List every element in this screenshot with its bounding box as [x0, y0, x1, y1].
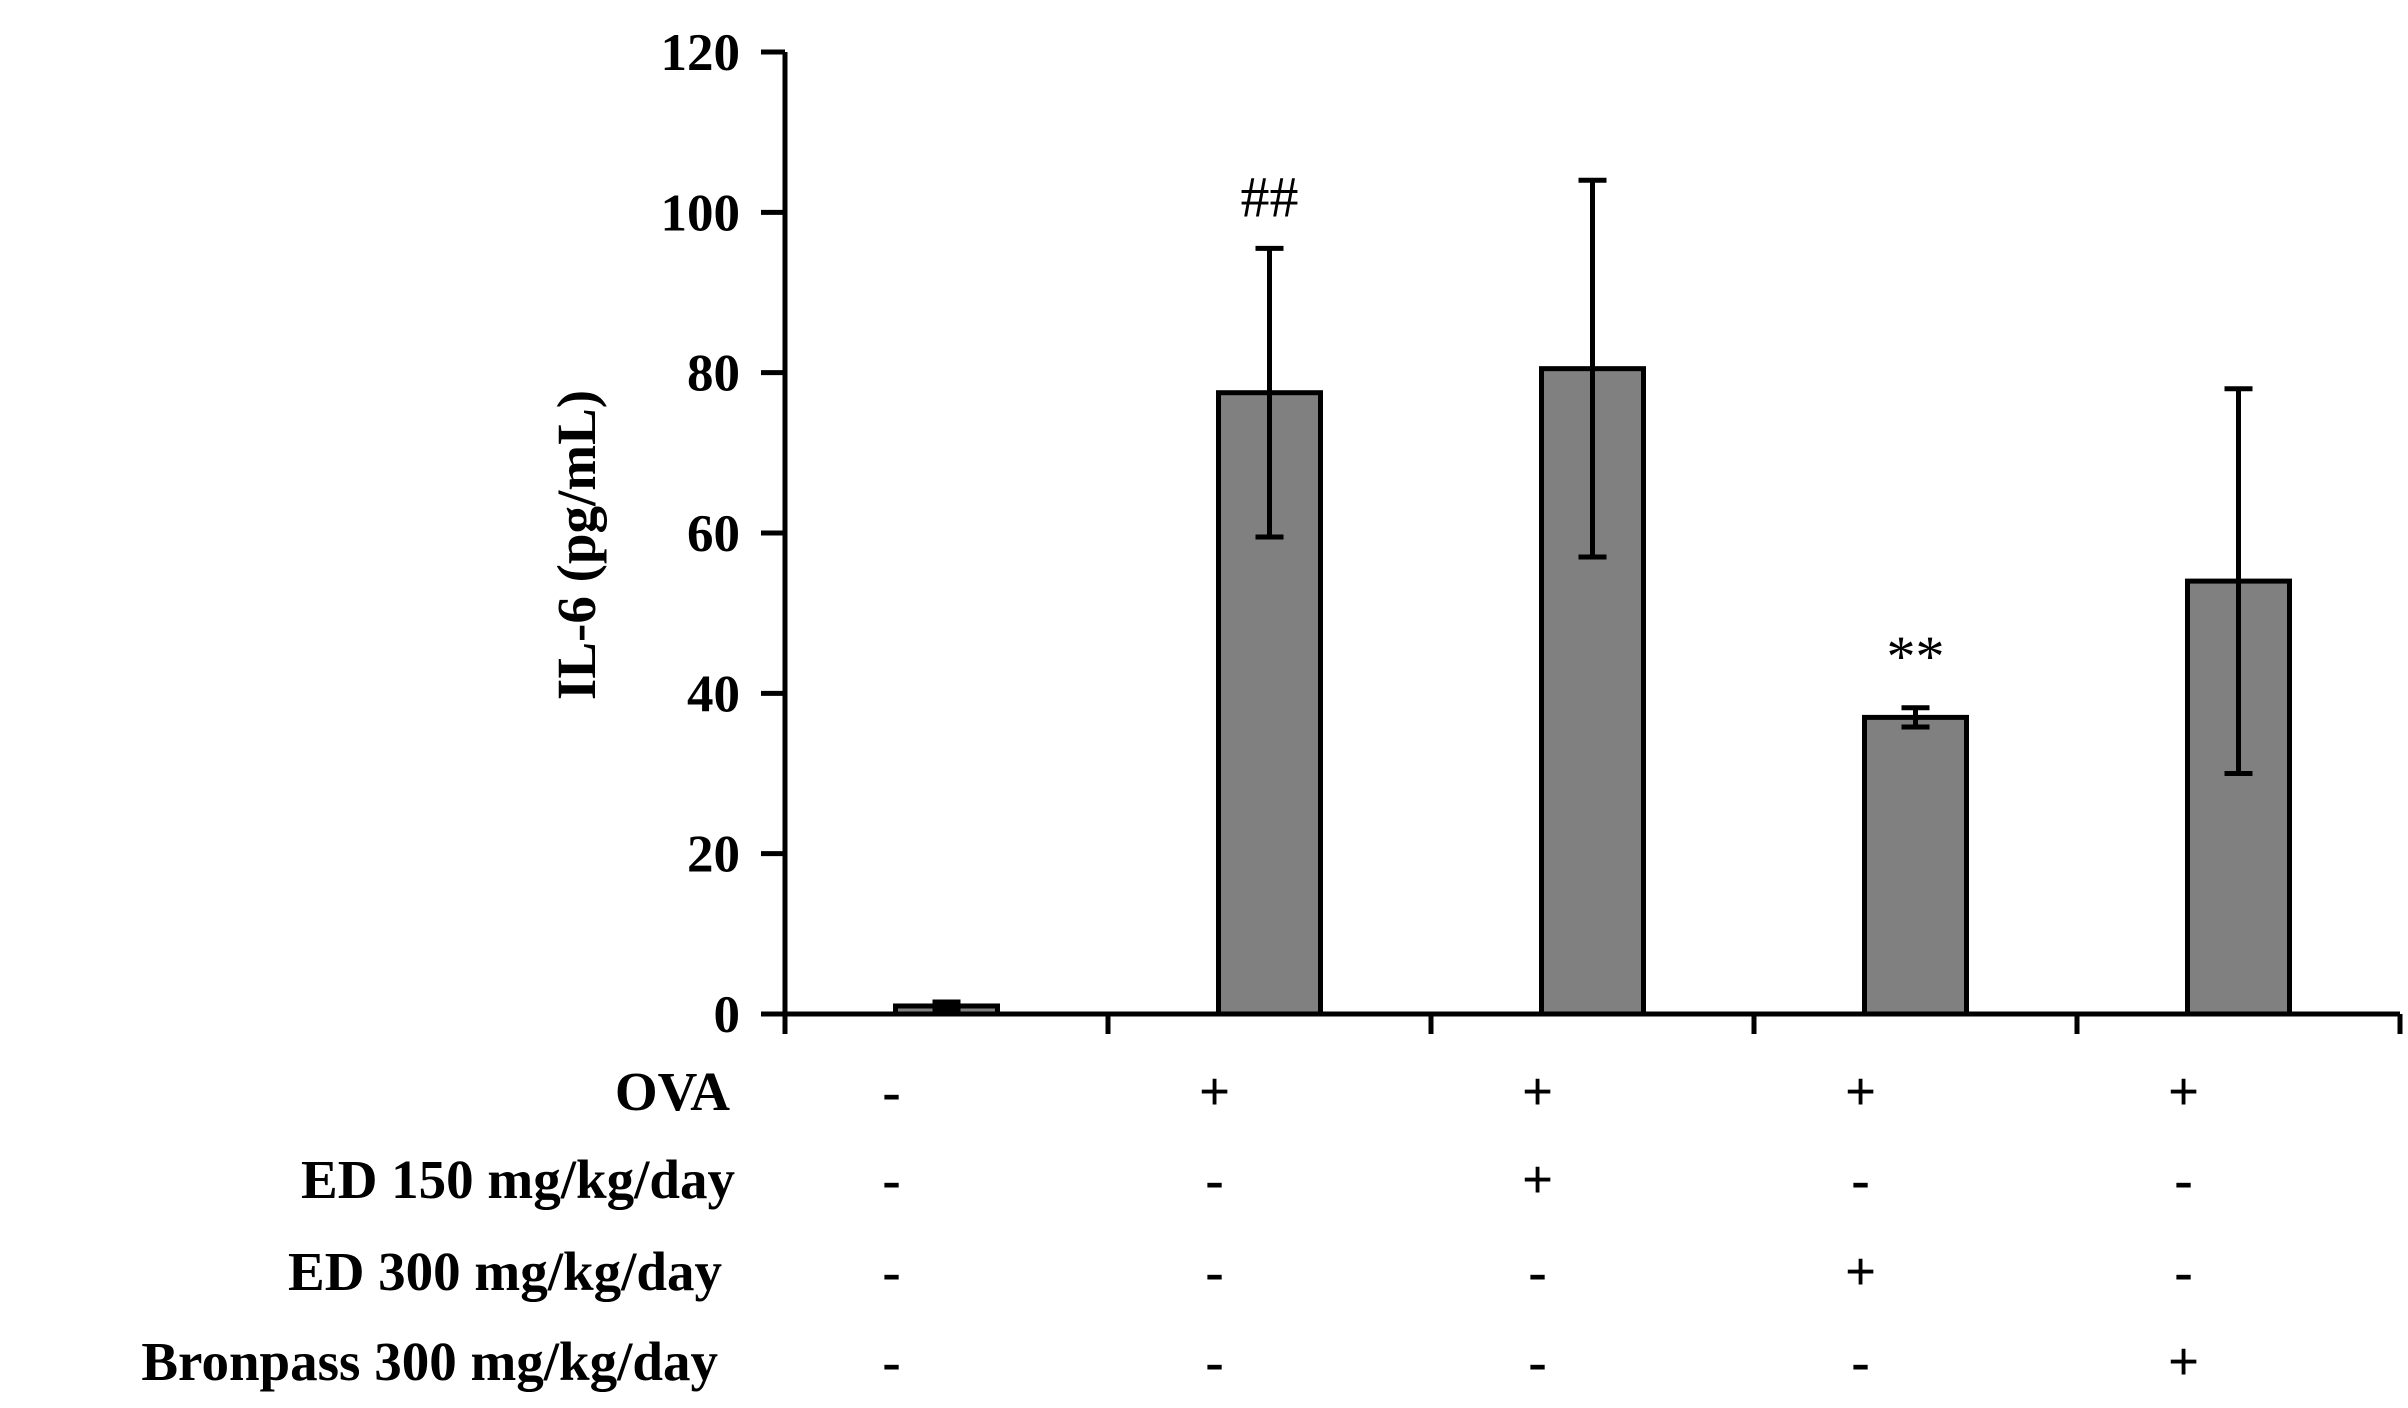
treatment-sign: -: [1851, 1149, 1869, 1210]
treatment-sign: +: [1199, 1061, 1230, 1122]
y-axis-title: IL-6 (pg/mL): [546, 390, 607, 700]
annotations: ## **: [1241, 164, 1945, 688]
treatment-sign: -: [882, 1149, 900, 1210]
treatment-sign: -: [882, 1331, 900, 1392]
treatment-sign: -: [1528, 1241, 1546, 1302]
treatment-sign: -: [1528, 1331, 1546, 1392]
y-tick-label: 100: [661, 184, 741, 242]
y-tick-label: 80: [687, 345, 740, 403]
treatment-sign: +: [2168, 1331, 2199, 1392]
treatment-sign: -: [1205, 1149, 1223, 1210]
treatment-sign: -: [1851, 1331, 1869, 1392]
treatment-sign: +: [1845, 1061, 1876, 1122]
bars: [893, 366, 2292, 1017]
significance-mark: **: [1887, 624, 1945, 689]
treatment-sign: -: [882, 1241, 900, 1302]
y-axis: 0 20 40 60 80 100 120: [661, 24, 788, 1044]
treatment-sign: -: [2174, 1149, 2192, 1210]
treatment-sign: +: [1845, 1241, 1876, 1302]
treatment-label: OVA: [615, 1061, 730, 1122]
bar: [1862, 714, 1969, 1017]
significance-mark: ##: [1241, 164, 1299, 229]
treatment-sign: -: [2174, 1241, 2192, 1302]
treatment-sign: +: [1522, 1061, 1553, 1122]
y-tick-label: 120: [661, 24, 741, 82]
treatment-table: OVA - + + + + ED 150 mg/kg/day - - + - - ED 300 mg/k…: [141, 1061, 2199, 1392]
treatment-sign: -: [1205, 1241, 1223, 1302]
y-tick-label: 40: [687, 665, 740, 723]
y-tick-label: 60: [687, 505, 740, 563]
treatment-label: ED 300 mg/kg/day: [288, 1241, 722, 1302]
treatment-sign: -: [882, 1061, 900, 1122]
treatment-sign: -: [1205, 1331, 1223, 1392]
treatment-label: ED 150 mg/kg/day: [301, 1149, 735, 1210]
treatment-sign: +: [2168, 1061, 2199, 1122]
treatment-label: Bronpass 300 mg/kg/day: [141, 1331, 718, 1392]
treatment-sign: +: [1522, 1149, 1553, 1210]
error-bars: [932, 177, 2253, 1013]
y-tick-label: 20: [687, 826, 740, 884]
y-tick-label: 0: [714, 986, 741, 1044]
x-axis: [782, 1011, 2403, 1034]
